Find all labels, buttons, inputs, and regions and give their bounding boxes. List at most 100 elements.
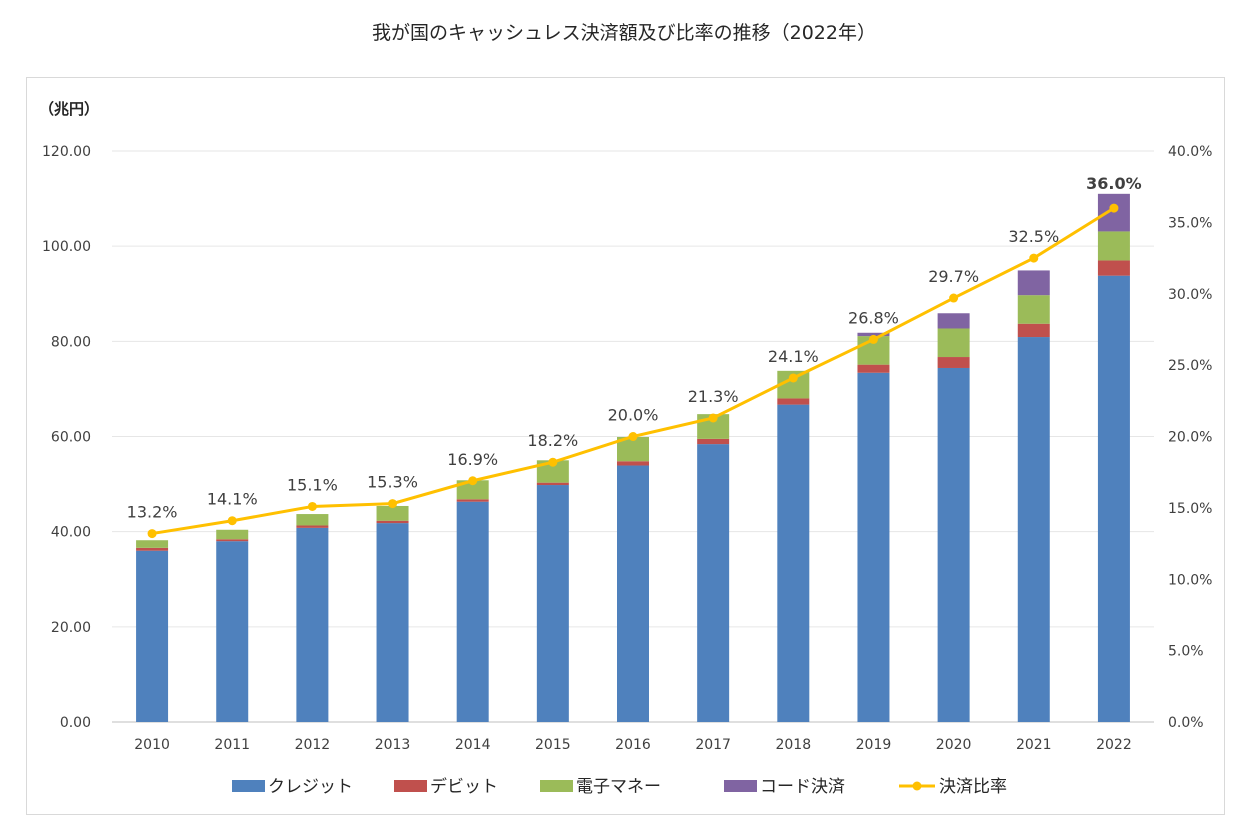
bar-segment [937, 357, 970, 368]
x-tick-label: 2020 [936, 737, 972, 753]
bar-segment [136, 540, 169, 548]
y-left-tick-label: 0.00 [60, 715, 91, 731]
bar-segment [216, 541, 249, 722]
y-right-tick-label: 0.0% [1168, 715, 1204, 731]
ratio-point [227, 516, 237, 526]
y-left-tick-label: 40.00 [51, 525, 91, 541]
legend-swatch [394, 780, 427, 792]
x-tick-label: 2010 [134, 737, 170, 753]
y-left-tick-label: 80.00 [51, 334, 91, 350]
legend-label: コード決済 [760, 777, 845, 797]
bar-segment [857, 332, 890, 337]
ratio-data-label: 29.7% [928, 267, 979, 286]
y-left-tick-label: 100.00 [42, 239, 91, 255]
chart-frame: （兆円） 13.2% 14.1% 15.1% 15.3% 16.9% 18.2% 20.0%… [26, 77, 1225, 815]
y-right-tick-label: 10.0% [1168, 572, 1212, 588]
bar-segment [1017, 337, 1050, 722]
bar-segment [1017, 295, 1050, 324]
x-tick-label: 2021 [1016, 737, 1052, 753]
legend-label: クレジット [268, 777, 353, 797]
bar-segment [697, 438, 730, 445]
bar-segment [1097, 275, 1130, 722]
ratio-point [1109, 203, 1119, 213]
bar-segment [376, 520, 409, 524]
legend-item: デビット [394, 776, 498, 797]
bar-segment [456, 501, 489, 722]
ratio-point [949, 293, 959, 303]
y-right-tick-label: 30.0% [1168, 287, 1212, 303]
ratio-point [388, 499, 398, 509]
ratio-line: 13.2% 14.1% 15.1% 15.3% 16.9% 18.2% 20.0% 21.3%… [127, 174, 1142, 539]
y-left-tick-label: 120.00 [42, 144, 91, 160]
bar-segment [456, 499, 489, 502]
legend-swatch [232, 780, 265, 792]
legend-swatch [724, 780, 757, 792]
axes: 0.00 20.00 40.00 60.00 80.00 100.00 120.00 0.0%… [42, 144, 1212, 753]
x-tick-label: 2011 [214, 737, 250, 753]
legend-marker [912, 781, 922, 791]
ratio-data-label: 32.5% [1008, 227, 1059, 246]
bar-segment [617, 465, 649, 722]
legend: クレジット デビット 電子マネー コード決済 決済比率 [232, 776, 1007, 797]
bar-segment [697, 444, 730, 722]
ratio-point [788, 373, 798, 383]
ratio-data-label: 21.3% [688, 387, 739, 406]
y-right-tick-label: 35.0% [1168, 215, 1212, 231]
bar-segment [1017, 323, 1050, 338]
x-tick-label: 2012 [295, 737, 331, 753]
bar-segment [777, 398, 810, 405]
bar-segment [1017, 270, 1050, 296]
ratio-point [548, 457, 558, 467]
x-tick-label: 2018 [775, 737, 811, 753]
bar-segment [1097, 260, 1130, 276]
bar-segment [296, 527, 329, 722]
y-axis-unit-label: （兆円） [39, 100, 99, 118]
ratio-data-label: 20.0% [608, 406, 659, 425]
ratio-data-label: 15.1% [287, 475, 338, 494]
ratio-point [468, 476, 478, 486]
bar-segment [777, 404, 810, 722]
ratio-data-label: 26.8% [848, 308, 899, 327]
legend-label: 電子マネー [576, 777, 661, 797]
bar-segment [617, 461, 649, 466]
x-tick-label: 2016 [615, 737, 651, 753]
ratio-data-label: 14.1% [207, 490, 258, 509]
legend-label: デビット [430, 776, 498, 797]
chart-svg: （兆円） 13.2% 14.1% 15.1% 15.3% 16.9% 18.2% 20.0%… [39, 100, 1212, 797]
bar-segment [536, 460, 569, 483]
bar-segment [937, 367, 970, 722]
bar-segment [1097, 193, 1130, 232]
y-left-tick-label: 60.00 [51, 430, 91, 446]
x-tick-label: 2022 [1096, 737, 1132, 753]
x-tick-label: 2015 [535, 737, 571, 753]
ratio-point [708, 413, 718, 423]
bar-segment [536, 482, 569, 486]
bar-segment [456, 480, 489, 500]
bar-segment [937, 328, 970, 358]
bar-segment [857, 364, 890, 373]
x-tick-label: 2019 [856, 737, 892, 753]
bar-segment [296, 525, 329, 528]
y-right-tick-label: 5.0% [1168, 644, 1204, 660]
legend-swatch [540, 780, 573, 792]
bar-segment [937, 313, 970, 329]
ratio-data-label: 13.2% [127, 503, 178, 522]
chart-title: 我が国のキャッシュレス決済額及び比率の推移（2022年） [372, 22, 876, 44]
bar-segment [1097, 231, 1130, 261]
y-right-tick-label: 25.0% [1168, 358, 1212, 374]
bar-segment [857, 372, 890, 722]
ratio-point [307, 501, 317, 511]
legend-item: クレジット [232, 777, 353, 797]
legend-item: 決済比率 [899, 777, 1007, 797]
bars [136, 193, 1130, 722]
ratio-point [1029, 253, 1039, 263]
legend-label: 決済比率 [939, 777, 1007, 797]
bar-segment [136, 547, 169, 551]
y-right-tick-label: 20.0% [1168, 430, 1212, 446]
bar-segment [136, 550, 169, 722]
y-left-tick-label: 20.00 [51, 620, 91, 636]
ratio-point [868, 334, 878, 344]
bar-segment [376, 523, 409, 722]
bar-segment [296, 514, 329, 526]
x-tick-label: 2017 [695, 737, 731, 753]
